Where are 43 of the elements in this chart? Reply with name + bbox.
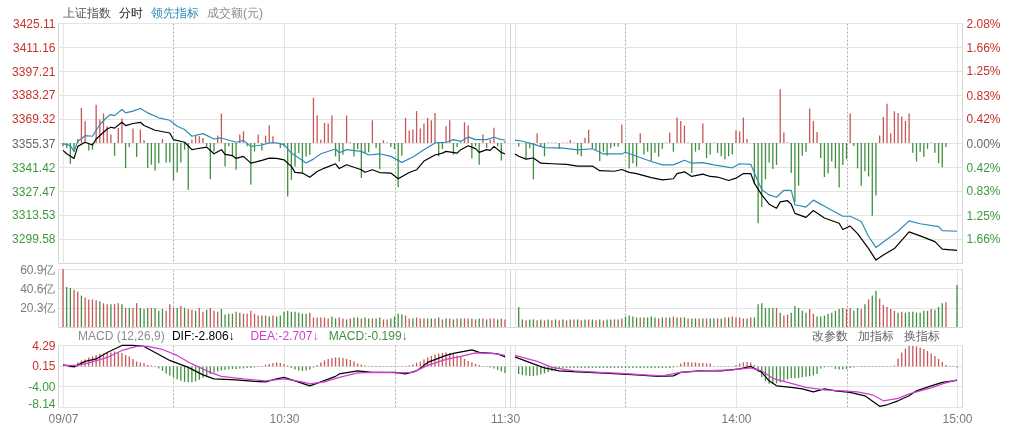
y-tick-label: 3327.47	[12, 184, 56, 199]
text: 成交额(元)	[207, 5, 263, 20]
y-tick-label: 3425.11	[13, 16, 56, 31]
x-tick-label: 09/07	[48, 411, 79, 426]
x-tick-label: 15:00	[942, 411, 973, 426]
y2-tick-label: 0.83%	[966, 184, 1001, 199]
y2-tick-label: 1.66%	[966, 232, 1001, 247]
y-tick-label: 3313.53	[12, 208, 56, 223]
y-tick-label: 20.3亿	[20, 301, 56, 316]
y-tick-label: 3369.32	[12, 112, 56, 127]
y-tick-label: 60.9亿	[20, 262, 56, 277]
y2-tick-label: 0.83%	[966, 88, 1001, 103]
y-tick-label: -4.00	[28, 379, 56, 394]
text: 领先指标	[151, 5, 199, 20]
series-label: MACD:-0.199↓	[328, 329, 408, 344]
series-label: DIF:-2.806↓	[171, 329, 235, 344]
chart-title: MACD (12,26,9)	[78, 329, 165, 344]
x-tick-label: 10:30	[269, 411, 300, 426]
y-tick-label: 3299.58	[12, 232, 56, 247]
x-tick-label: 11:30	[490, 411, 521, 426]
y-tick-label: 4.29	[32, 338, 56, 353]
text: DEA:-2.707↓	[250, 329, 319, 344]
y2-tick-label: 1.25%	[966, 208, 1001, 223]
y-tick-label: 0.15	[32, 359, 56, 374]
chart-title: 上证指数	[63, 5, 111, 20]
text: 加指标	[858, 329, 894, 344]
y-tick-label: 3411.16	[13, 40, 56, 55]
y-tick-label: 40.6亿	[20, 281, 56, 296]
y2-tick-label: 0.42%	[966, 160, 1001, 175]
y2-tick-label: 0.00%	[966, 136, 1001, 151]
y-tick-label: 3355.37	[12, 136, 56, 151]
y2-tick-label: 2.08%	[966, 16, 1001, 31]
y-tick-label: 3383.27	[12, 88, 56, 103]
x-tick-label: 14:00	[721, 411, 752, 426]
y2-tick-label: 0.42%	[966, 112, 1001, 127]
text: 换指标	[904, 329, 940, 344]
text: 改参数	[812, 329, 848, 344]
y2-tick-label: 1.66%	[966, 40, 1001, 55]
y-tick-label: 3341.42	[12, 160, 56, 175]
y-tick-label: -8.14	[28, 396, 56, 411]
chart-subtitle: 分时	[119, 5, 143, 20]
y-tick-label: 3397.21	[12, 64, 56, 79]
y2-tick-label: 1.25%	[966, 64, 1001, 79]
